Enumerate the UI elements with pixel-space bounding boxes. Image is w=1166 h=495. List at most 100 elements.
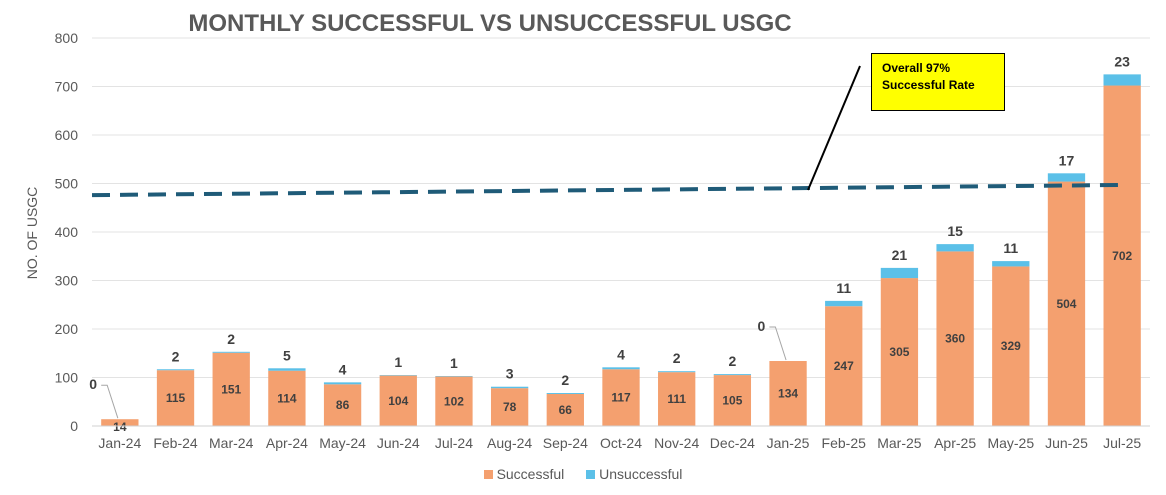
label-unsuccessful-May-25: 11 [1003, 240, 1018, 256]
bar-successful-Jun-25 [1047, 181, 1086, 426]
bar-successful-May-24 [323, 384, 362, 426]
trendline [91, 182, 1123, 198]
label-successful-Jul-24: 102 [444, 394, 464, 408]
bar-successful-Nov-24 [658, 372, 696, 426]
label-leader-Jan-25 [769, 326, 787, 361]
bar-successful-Aug-24 [490, 388, 529, 426]
legend-label-successful: Successful [496, 466, 565, 482]
label-unsuccessful-Apr-25: 15 [947, 223, 963, 239]
bar-successful-Feb-24 [156, 370, 195, 426]
label-unsuccessful-Sep-24: 2 [561, 372, 569, 388]
x-tick-label-Feb-24: Feb-24 [153, 435, 198, 451]
label-successful-Jun-25: 504 [1056, 297, 1076, 311]
label-successful-Dec-24: 105 [722, 394, 742, 408]
bar-successful-Jan-24 [101, 419, 139, 426]
y-tick-label: 800 [55, 30, 79, 46]
label-successful-Feb-24: 115 [166, 391, 186, 405]
bar-unsuccessful-Apr-25 [936, 244, 974, 252]
label-unsuccessful-Apr-24: 5 [283, 347, 291, 363]
label-unsuccessful-Jan-24: 0 [89, 376, 97, 392]
y-tick-label: 600 [55, 127, 79, 143]
bar-unsuccessful-Mar-25 [880, 267, 919, 279]
bar-successful-Feb-25 [825, 306, 863, 426]
x-tick-label-Oct-24: Oct-24 [600, 435, 642, 451]
label-successful-Nov-24: 111 [667, 392, 686, 406]
label-unsuccessful-Oct-24: 4 [617, 346, 625, 362]
x-tick-label-Jul-24: Jul-24 [435, 435, 473, 451]
x-tick-label-Jun-25: Jun-25 [1045, 435, 1088, 451]
label-successful-Mar-24: 151 [221, 382, 241, 396]
legend-item-unsuccessful: Unsuccessful [586, 466, 682, 482]
annotation-pointer [807, 65, 861, 191]
label-unsuccessful-Jun-25: 17 [1059, 152, 1075, 168]
bar-unsuccessful-May-25 [992, 261, 1030, 267]
trendline-group [91, 65, 1123, 198]
label-unsuccessful-Mar-25: 21 [892, 247, 908, 263]
bar-successful-Sep-24 [546, 393, 584, 426]
bar-unsuccessful-Jul-25 [1103, 74, 1141, 86]
bar-successful-Jul-24 [435, 376, 473, 426]
label-successful-Aug-24: 78 [503, 400, 517, 414]
label-unsuccessful-Feb-25: 11 [836, 280, 851, 296]
y-tick-label: 300 [55, 273, 79, 289]
bar-successful-Apr-25 [936, 251, 974, 426]
x-tick-label-Jan-24: Jan-24 [98, 435, 141, 451]
bar-unsuccessful-Sep-24 [546, 393, 584, 394]
label-unsuccessful-Jun-24: 1 [394, 354, 402, 370]
bar-successful-Mar-25 [880, 278, 919, 426]
x-tick-label-Aug-24: Aug-24 [487, 435, 532, 451]
legend-label-unsuccessful: Unsuccessful [599, 466, 683, 482]
x-tick-label-Jan-25: Jan-25 [767, 435, 810, 451]
label-successful-Jan-25: 134 [778, 387, 798, 401]
bar-successful-Oct-24 [602, 369, 640, 426]
label-unsuccessful-Jan-25: 0 [758, 318, 766, 334]
x-tick-label-Mar-24: Mar-24 [209, 435, 254, 451]
x-tick-label-Nov-24: Nov-24 [654, 435, 699, 451]
data-labels: 1401152151211458641041102178366211741112… [89, 53, 1132, 434]
bar-group [101, 74, 1141, 426]
x-tick-label-Feb-25: Feb-25 [822, 435, 867, 451]
label-unsuccessful-Jul-25: 23 [1114, 53, 1130, 69]
label-unsuccessful-Jul-24: 1 [450, 355, 458, 371]
legend-swatch-successful [483, 470, 493, 479]
bar-successful-Dec-24 [713, 375, 752, 426]
annotation-box: Overall 97% Successful Rate [871, 53, 1005, 111]
bar-unsuccessful-May-24 [323, 382, 362, 385]
label-successful-Sep-24: 66 [559, 403, 573, 417]
label-unsuccessful-Nov-24: 2 [673, 350, 681, 366]
label-successful-Feb-25: 247 [834, 359, 854, 373]
bar-unsuccessful-Apr-24 [268, 368, 306, 371]
chart-title: MONTHLY SUCCESSFUL VS UNSUCCESSFUL USGC [188, 10, 792, 37]
y-axis-title: NO. OF USGC [24, 186, 40, 280]
y-tick-label: 700 [55, 79, 79, 95]
x-tick-label-Sep-24: Sep-24 [543, 435, 588, 451]
label-successful-Apr-24: 114 [277, 391, 297, 405]
label-successful-Oct-24: 117 [611, 391, 631, 405]
legend-item-successful: Successful [483, 466, 565, 482]
label-leader-Jan-24 [101, 384, 119, 419]
bar-unsuccessful-Nov-24 [658, 371, 696, 373]
bar-successful-Jul-25 [1103, 85, 1141, 426]
bar-successful-Jan-25 [769, 361, 807, 426]
x-tick-label-Apr-25: Apr-25 [934, 435, 976, 451]
bar-unsuccessful-Feb-24 [156, 369, 195, 371]
y-tick-label: 500 [55, 176, 79, 192]
legend: Successful Unsuccessful [0, 466, 1166, 482]
y-tick-label: 200 [55, 321, 79, 337]
bar-unsuccessful-Jun-25 [1047, 173, 1086, 182]
label-successful-Mar-25: 305 [889, 345, 909, 359]
x-tick-label-Jul-25: Jul-25 [1103, 435, 1141, 451]
x-tick-label-May-24: May-24 [319, 435, 366, 451]
annotation-line-1: Overall 97% [882, 61, 951, 75]
label-successful-Jul-25: 702 [1112, 249, 1132, 263]
x-tick-label-Mar-25: Mar-25 [877, 435, 922, 451]
label-unsuccessful-May-24: 4 [339, 361, 347, 377]
label-unsuccessful-Aug-24: 3 [506, 366, 514, 382]
bar-unsuccessful-Mar-24 [212, 351, 250, 353]
label-successful-May-24: 86 [336, 398, 350, 412]
bar-successful-Mar-24 [212, 352, 250, 426]
legend-swatch-unsuccessful [586, 470, 596, 479]
